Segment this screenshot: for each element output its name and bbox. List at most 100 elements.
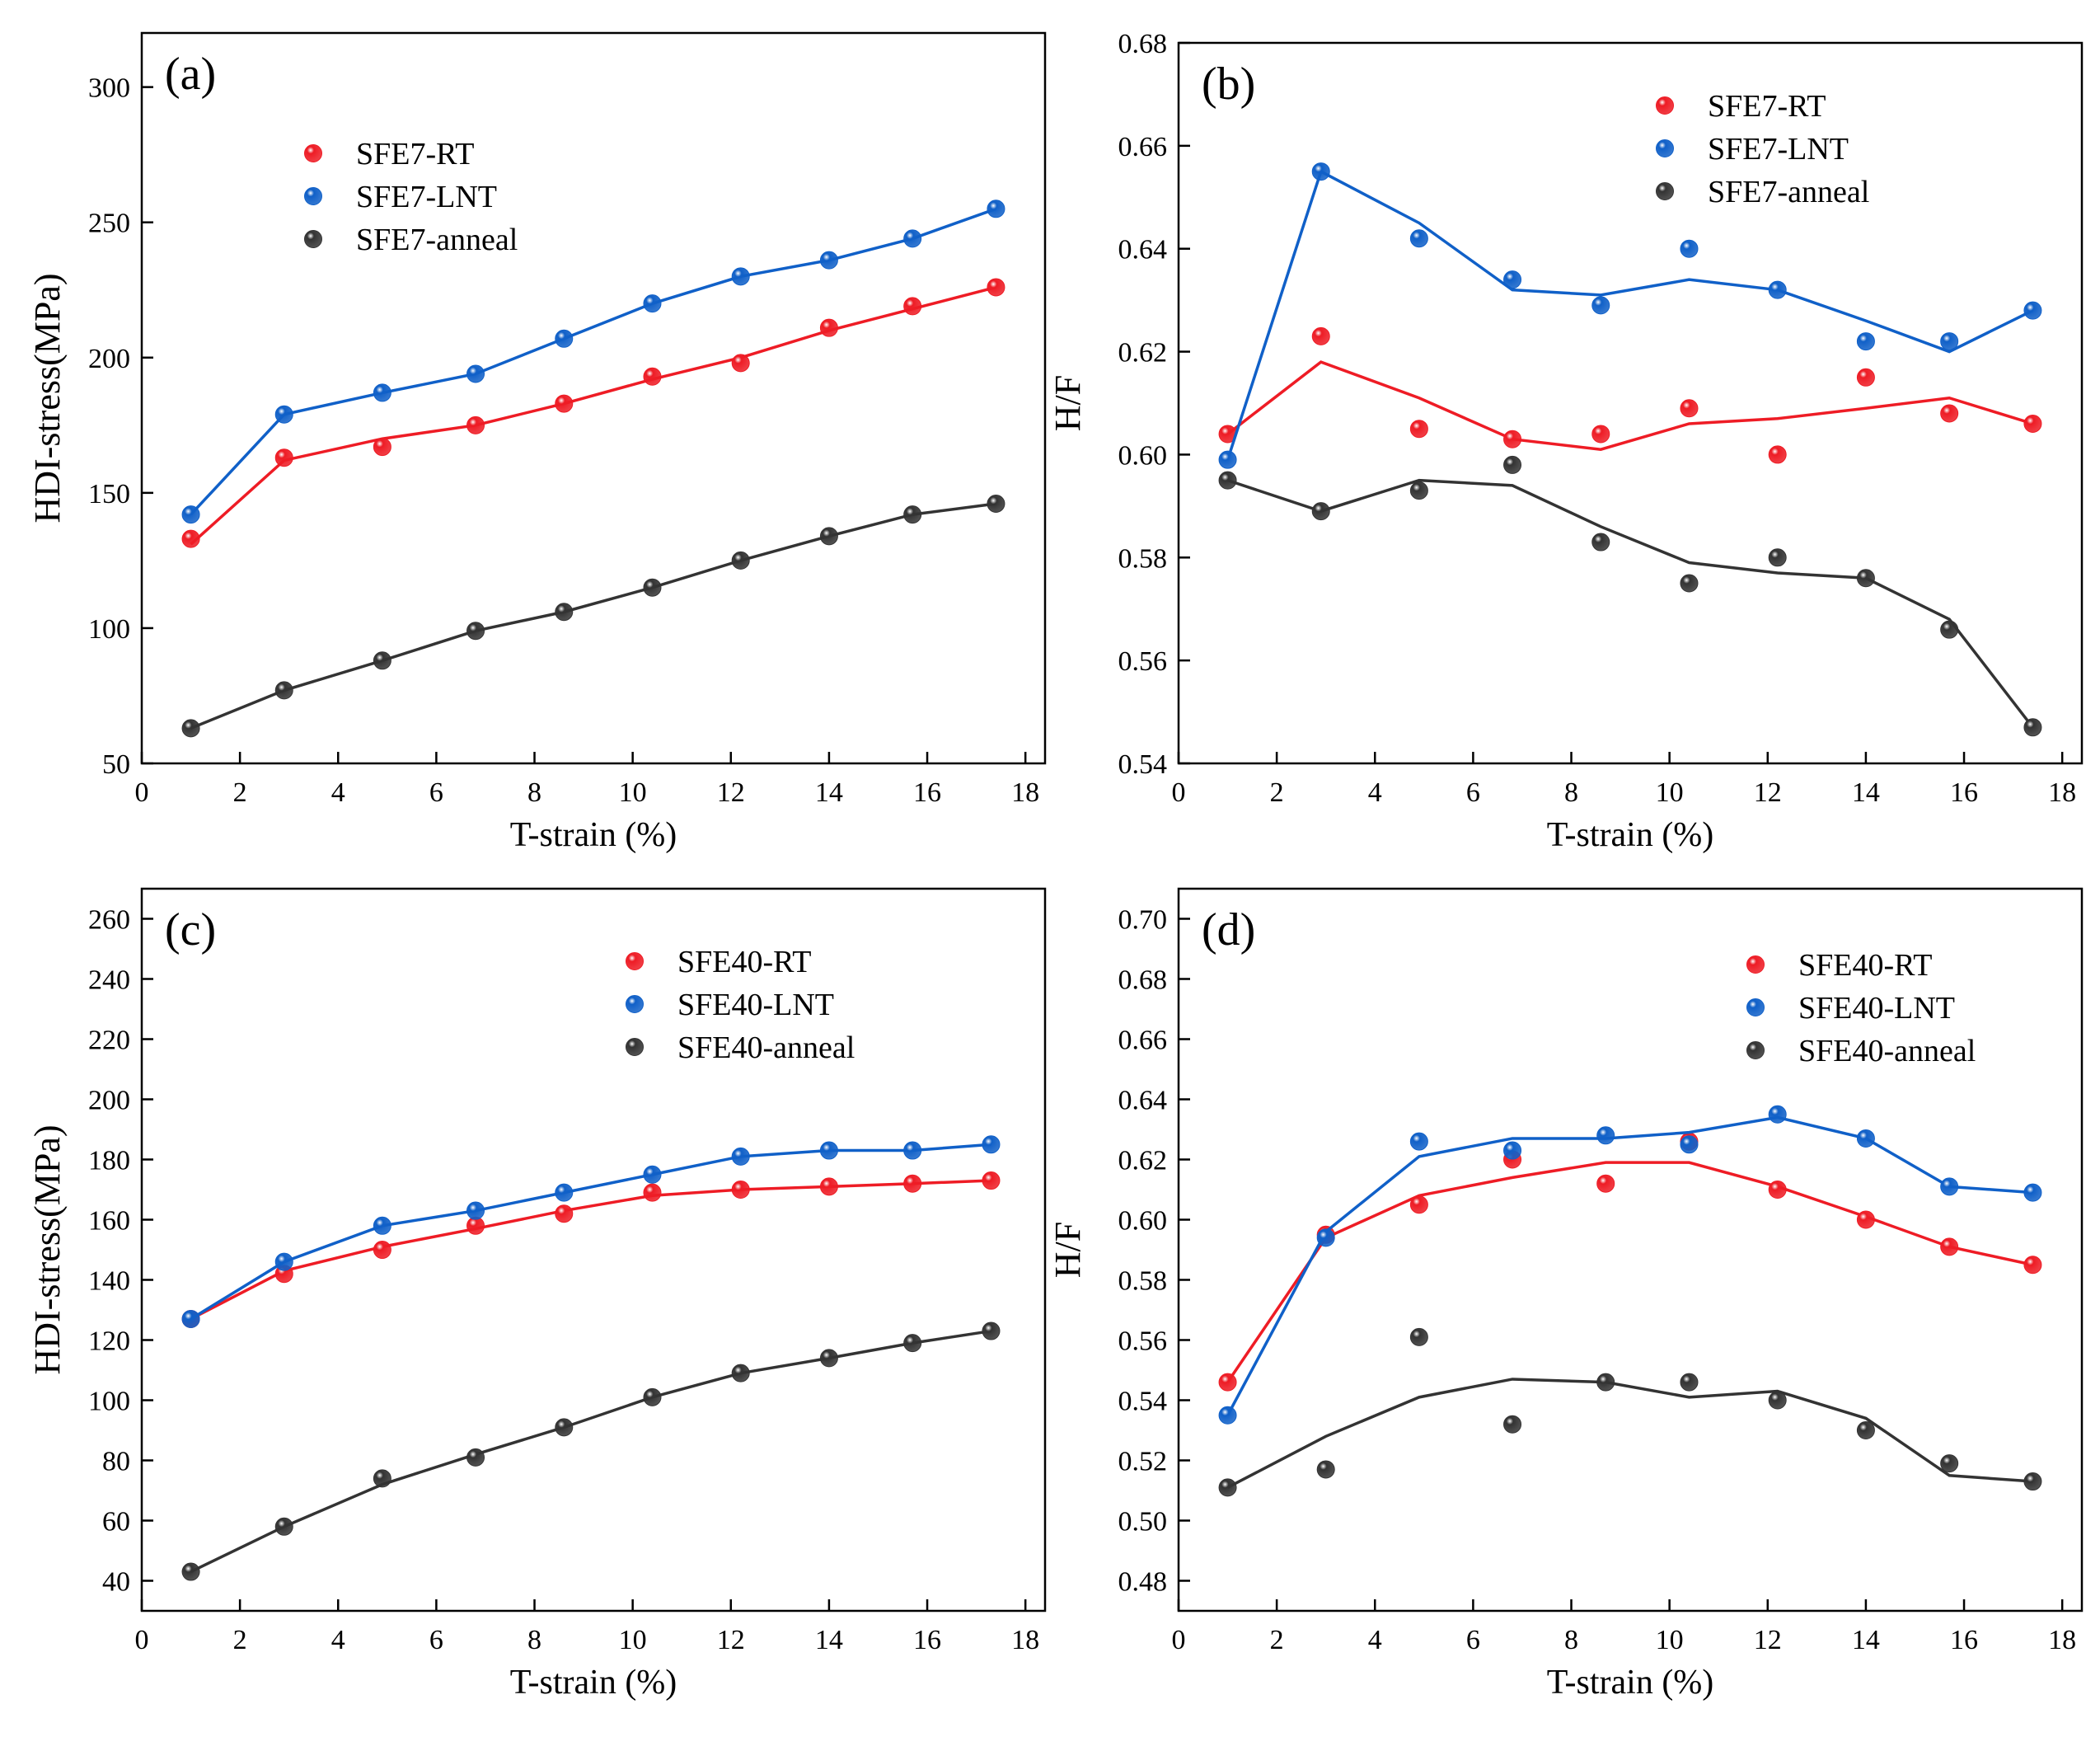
x-tick-label: 14 — [815, 1625, 843, 1655]
data-point — [466, 1448, 485, 1467]
data-point — [466, 415, 485, 434]
x-tick-label: 18 — [1011, 777, 1039, 808]
data-point — [1856, 1421, 1875, 1439]
y-tick-label: 0.56 — [1118, 1326, 1168, 1357]
y-tick-label: 160 — [88, 1206, 130, 1237]
data-point — [1503, 1141, 1522, 1160]
x-tick-label: 6 — [429, 777, 443, 808]
y-tick-label: 0.66 — [1118, 132, 1168, 162]
y-tick-label: 250 — [88, 209, 130, 239]
data-point — [1680, 399, 1699, 418]
legend-marker — [626, 952, 644, 970]
data-point — [373, 1241, 391, 1259]
y-tick-label: 0.68 — [1118, 29, 1168, 59]
y-tick-label: 0.66 — [1118, 1026, 1168, 1056]
data-point — [1940, 620, 1959, 639]
data-point — [731, 551, 750, 570]
data-point — [1856, 1129, 1875, 1148]
fit-line — [190, 207, 997, 516]
x-tick-label: 8 — [527, 1625, 541, 1655]
y-axis-label: HDI-stress(MPa) — [27, 1124, 68, 1374]
legend-label: SFE7-LNT — [356, 180, 497, 214]
x-tick-label: 14 — [1852, 777, 1880, 808]
data-point — [1218, 1373, 1237, 1392]
y-tick-label: 60 — [102, 1507, 130, 1537]
data-point — [2023, 1472, 2042, 1491]
legend: SFE7-RT SFE7-LNT SFE7-anneal — [1656, 89, 1869, 209]
legend-label: SFE40-RT — [677, 945, 811, 979]
data-point — [1768, 1181, 1787, 1199]
data-point — [1218, 450, 1237, 469]
data-point — [1596, 1373, 1615, 1392]
y-tick-label: 0.60 — [1118, 440, 1168, 471]
data-point — [1409, 1327, 1428, 1346]
data-point — [2023, 414, 2042, 433]
y-tick-label: 300 — [88, 73, 130, 104]
data-point — [1768, 280, 1787, 299]
x-tick-label: 10 — [1656, 777, 1684, 808]
data-point — [1218, 1478, 1237, 1497]
data-point — [731, 1147, 750, 1166]
legend-marker — [1746, 955, 1765, 974]
data-point — [555, 329, 574, 348]
panel-label: (a) — [165, 49, 216, 100]
legend-label: SFE40-LNT — [1798, 991, 1955, 1026]
data-point — [1503, 455, 1522, 474]
data-point — [1940, 1177, 1959, 1196]
x-tick-label: 16 — [1950, 777, 1978, 808]
legend: SFE7-RT SFE7-LNT SFE7-anneal — [304, 137, 518, 257]
y-tick-label: 0.62 — [1118, 1146, 1168, 1176]
legend-marker — [626, 1038, 644, 1056]
x-tick-label: 14 — [815, 777, 843, 808]
data-point — [1218, 1406, 1237, 1425]
y-tick-label: 0.62 — [1118, 338, 1168, 369]
legend: SFE40-RT SFE40-LNT SFE40-anneal — [1746, 948, 1976, 1068]
series-SFE7-RT — [181, 278, 1005, 548]
data-point — [1591, 425, 1610, 444]
x-axis-label: T-strain (%) — [1547, 816, 1714, 854]
data-point — [1680, 1373, 1699, 1392]
x-tick-label: 4 — [1368, 1625, 1382, 1655]
data-point — [903, 1334, 922, 1353]
data-point — [1316, 1228, 1335, 1247]
data-point — [1316, 1460, 1335, 1479]
data-point — [373, 438, 391, 457]
legend-label: SFE40-RT — [1798, 948, 1932, 983]
data-point — [1591, 533, 1610, 552]
y-axis-label: H/F — [1048, 1222, 1088, 1278]
y-tick-label: 0.64 — [1118, 1086, 1168, 1116]
y-tick-label: 0.56 — [1118, 646, 1168, 677]
data-point — [1768, 1391, 1787, 1410]
x-tick-label: 14 — [1852, 1625, 1880, 1655]
data-point — [731, 267, 750, 286]
y-tick-label: 100 — [88, 614, 130, 645]
x-tick-label: 8 — [527, 777, 541, 808]
legend-marker — [1656, 182, 1674, 200]
fit-line — [190, 502, 996, 730]
x-tick-label: 2 — [233, 1625, 247, 1655]
data-point — [1218, 471, 1237, 490]
x-tick-label: 2 — [1270, 1625, 1284, 1655]
y-tick-label: 200 — [88, 344, 130, 374]
y-tick-label: 0.68 — [1118, 965, 1168, 996]
data-point — [643, 1165, 662, 1184]
data-point — [903, 297, 922, 316]
data-point — [555, 394, 574, 413]
legend-label: SFE7-RT — [356, 137, 474, 171]
data-point — [555, 603, 574, 622]
data-point — [819, 1349, 838, 1368]
data-point — [181, 1309, 200, 1328]
data-point — [1591, 296, 1610, 315]
x-tick-label: 2 — [233, 777, 247, 808]
panel-c: 0 2 4 6 8 10 12 14 16 18 40 60 80 100 120 140 160 180 200 2… — [27, 887, 1047, 1702]
legend-marker — [1746, 998, 1765, 1016]
x-tick-label: 10 — [619, 777, 647, 808]
data-point — [819, 527, 838, 546]
data-point — [903, 229, 922, 248]
data-point — [982, 1171, 1001, 1190]
y-tick-label: 180 — [88, 1146, 130, 1176]
data-point — [903, 1174, 922, 1193]
data-point — [1596, 1174, 1615, 1193]
y-tick-label: 0.70 — [1118, 905, 1168, 936]
plot-frame — [140, 887, 1047, 1613]
